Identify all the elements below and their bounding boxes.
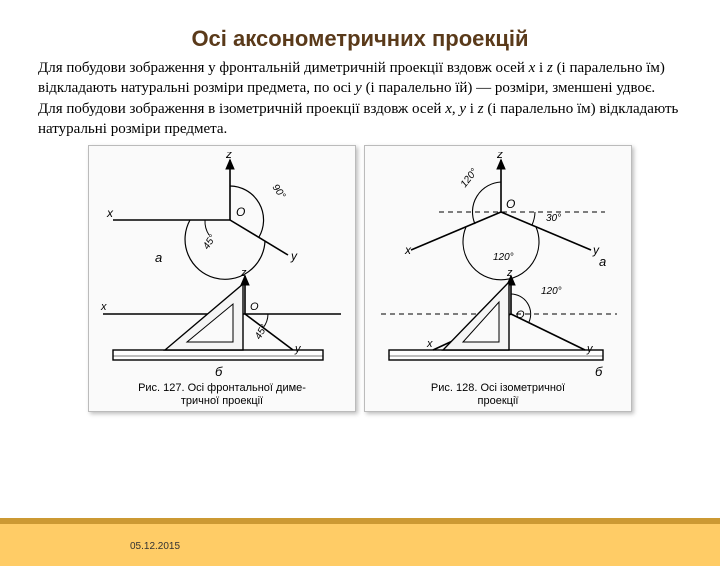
axis-z-label: z — [225, 152, 232, 161]
para-text: i — [466, 101, 478, 117]
figure-127-svg: x z y O 90° 45° a — [95, 152, 349, 380]
figure-128: x z y O 120° 30° 120° a — [364, 145, 632, 412]
date-label: 05.12.2015 — [130, 541, 180, 552]
axis-x-label: x — [100, 301, 107, 313]
angle-45-label: 45° — [253, 323, 270, 342]
caption-line: проекції — [478, 395, 519, 407]
subfig-a-label: a — [155, 250, 162, 265]
axis-x-label: x — [404, 243, 412, 257]
axis-y-label: y — [290, 249, 298, 263]
para-text: i — [535, 60, 547, 76]
axis-z-label: z — [496, 152, 503, 161]
origin-label: O — [250, 301, 259, 313]
subfig-b-label: б — [215, 364, 223, 379]
angle-30-label: 30° — [546, 213, 561, 224]
axis-z-label: z — [240, 267, 247, 279]
axis-z-label: z — [506, 267, 513, 279]
figure-128-caption: Рис. 128. Oci ізометричної проекції — [371, 382, 625, 407]
figure-127-caption: Рис. 127. Oci фронтальної диме- тричної … — [95, 382, 349, 407]
page-title: Осі аксонометричних проекцій — [0, 26, 720, 52]
caption-line: Рис. 127. Oci фронтальної диме- — [138, 382, 306, 394]
caption-line: тричної проекції — [181, 395, 263, 407]
figure-128-svg: x z y O 120° 30° 120° a — [371, 152, 625, 380]
axis-y: y — [355, 80, 362, 96]
origin-label: O — [506, 197, 515, 211]
figures-row: x z y O 90° 45° a — [0, 145, 720, 412]
footer-band — [0, 518, 720, 566]
caption-line: Рис. 128. Oci ізометричної — [431, 382, 565, 394]
angle-90-label: 90° — [270, 182, 288, 201]
figure-127: x z y O 90° 45° a — [88, 145, 356, 412]
origin-label: O — [236, 205, 245, 219]
angle-120-label: 120° — [493, 252, 514, 263]
paragraph: Для побудови зображення у фронтальній ди… — [0, 52, 720, 139]
subfig-b-label: б — [595, 364, 603, 379]
angle-120-label: 120° — [541, 286, 562, 297]
axis-x-label: x — [106, 206, 114, 220]
origin-label: O — [516, 309, 525, 321]
angle-45-label: 45° — [201, 233, 218, 252]
angle-120-label: 120° — [459, 167, 480, 190]
axis-x-label: x — [426, 338, 433, 350]
subfig-a-label: a — [599, 254, 606, 269]
axis-x: x — [445, 101, 452, 117]
para-text: Для побудови зображення у фронтальній ди… — [38, 60, 529, 76]
